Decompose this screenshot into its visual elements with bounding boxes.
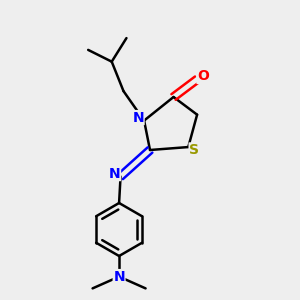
Text: N: N (109, 167, 121, 181)
Text: N: N (132, 111, 144, 124)
Text: S: S (189, 143, 199, 157)
Text: N: N (113, 270, 125, 283)
Text: O: O (197, 69, 209, 83)
